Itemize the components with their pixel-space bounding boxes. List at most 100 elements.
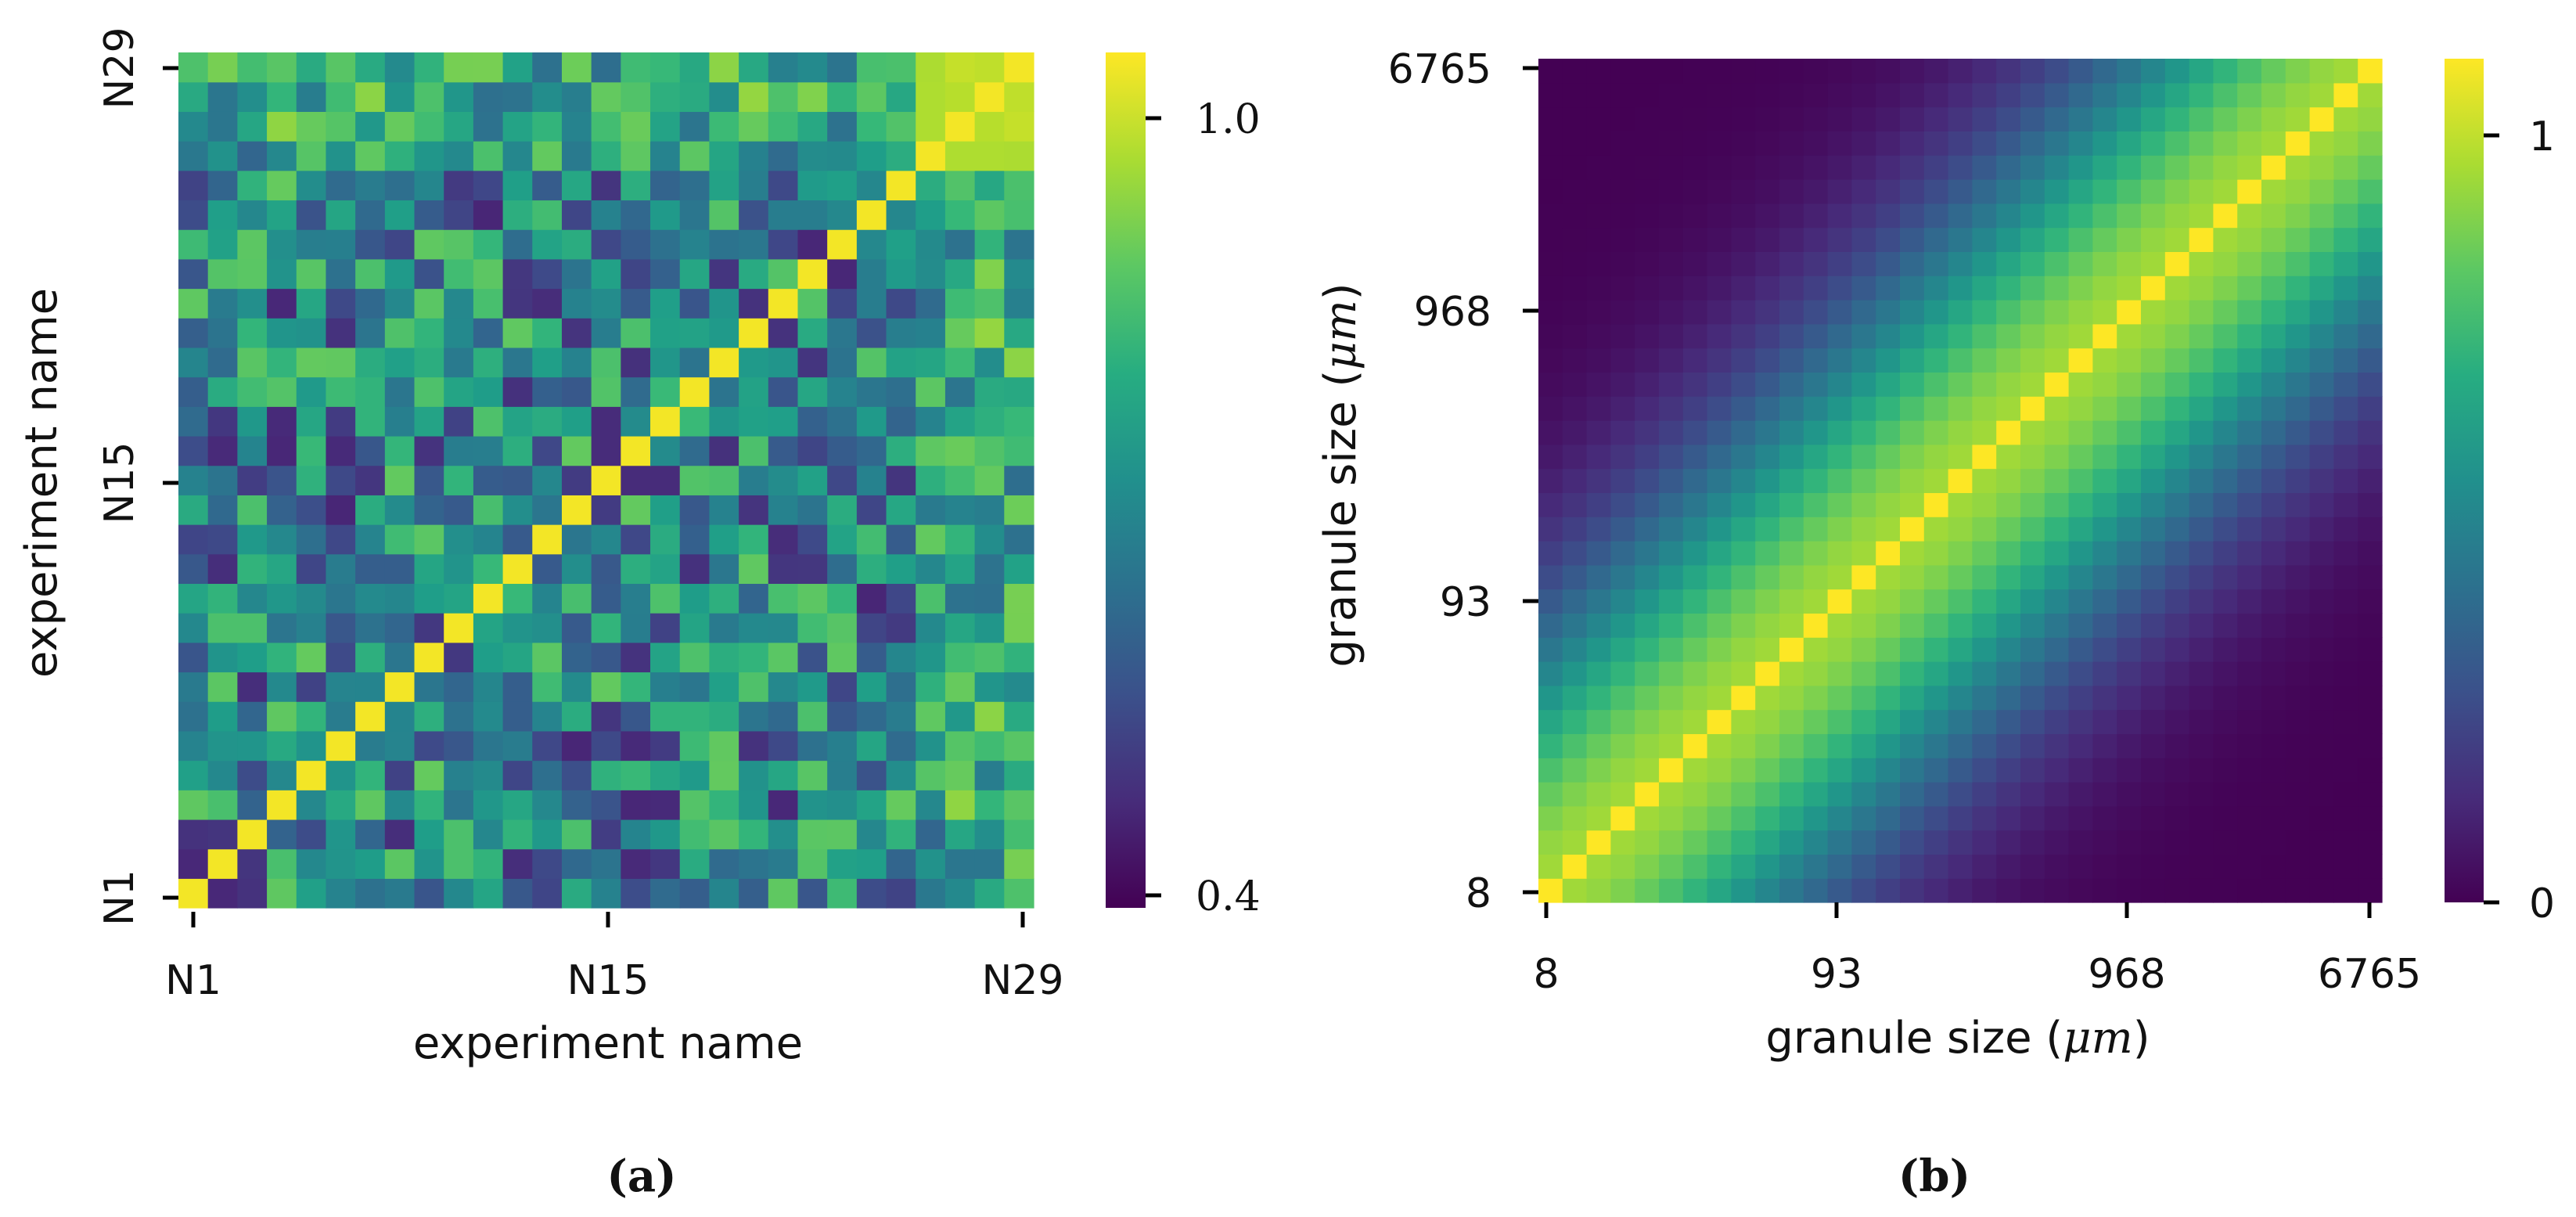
heatmap-a-cell xyxy=(650,111,681,142)
heatmap-b-cell xyxy=(2068,155,2093,180)
heatmap-b-cell xyxy=(1803,517,1829,542)
heatmap-a-cell xyxy=(207,524,238,555)
heatmap-a-cell xyxy=(178,524,209,555)
heatmap-b-cell xyxy=(2189,227,2214,252)
heatmap-b-cell xyxy=(1635,564,1660,590)
heatmap-b-cell xyxy=(2309,782,2334,807)
heatmap-b-cell xyxy=(2237,492,2262,517)
heatmap-a-cell xyxy=(709,465,739,495)
heatmap-b-cell xyxy=(1900,685,1925,711)
heatmap-b-cell xyxy=(2358,131,2383,156)
heatmap-a-cell xyxy=(207,672,238,702)
heatmap-a-cell xyxy=(414,760,444,790)
heatmap-a-cell xyxy=(355,613,386,643)
heatmap-b-cell xyxy=(1996,709,2021,734)
heatmap-b-cell xyxy=(2213,420,2238,445)
heatmap-a-cell xyxy=(444,288,474,319)
heatmap-a-cell xyxy=(561,760,592,790)
heatmap-a-cell xyxy=(621,848,651,879)
heatmap-a-cell xyxy=(384,495,416,525)
heatmap-b-cell xyxy=(1851,420,1876,445)
heatmap-b-cell xyxy=(1972,347,1997,373)
heatmap-a-cell xyxy=(709,642,739,673)
heatmap-a-cell xyxy=(974,229,1005,260)
heatmap-b-cell xyxy=(1923,878,1949,903)
heatmap-a-cell xyxy=(355,229,386,260)
heatmap-a-cell xyxy=(797,701,828,732)
heatmap-a-cell xyxy=(444,701,474,732)
heatmap-b-cell xyxy=(1851,685,1876,711)
heatmap-b-cell xyxy=(2309,275,2334,301)
heatmap-b-cell xyxy=(1948,444,1973,470)
heatmap-b-cell xyxy=(1923,517,1949,542)
heatmap-a-cell xyxy=(916,524,946,555)
heatmap-a-cell xyxy=(709,258,739,290)
heatmap-b-cell xyxy=(1803,444,1829,470)
heatmap-b-cell xyxy=(2164,613,2190,638)
heatmap-a-cell xyxy=(355,790,386,820)
heatmap-a-cell xyxy=(621,672,651,702)
heatmap-a-cell xyxy=(1004,790,1034,820)
heatmap-a-cell xyxy=(532,52,563,83)
heatmap-a-cell xyxy=(267,376,297,407)
panel-b: 8 93 968 6765 8 93 968 6765 granule size… xyxy=(1315,46,2555,1202)
heatmap-a-cell xyxy=(709,583,739,614)
heatmap-b-cell xyxy=(2285,396,2311,421)
heatmap-a-cell xyxy=(679,288,711,319)
heatmap-a-cell xyxy=(355,583,386,614)
panel-a: N1 N15 N29 N1 N15 N29 experiment name ex… xyxy=(16,27,1261,1202)
heatmap-b-cell xyxy=(1900,203,1925,229)
heatmap-b-cell xyxy=(2141,444,2166,470)
heatmap-b-cell xyxy=(2237,613,2262,638)
heatmap-b-cell xyxy=(1562,854,1588,879)
heatmap-b-cell xyxy=(1972,251,1997,276)
heatmap-b-cell xyxy=(2333,227,2358,252)
heatmap-b-cell xyxy=(1682,155,1708,180)
heatmap-b-cell xyxy=(2309,59,2334,84)
heatmap-a-cell xyxy=(561,141,592,171)
heatmap-a-cell xyxy=(178,229,209,260)
heatmap-a-cell xyxy=(532,730,563,762)
heatmap-a-cell xyxy=(267,347,297,378)
heatmap-a-cell xyxy=(974,347,1005,378)
heatmap-b-cell xyxy=(1538,709,1563,734)
heatmap-a-cell xyxy=(326,170,356,201)
heatmap-a-cell xyxy=(1004,435,1034,466)
heatmap-b-cell xyxy=(2309,227,2334,252)
heatmap-a-cell xyxy=(414,672,444,702)
heatmap-b-cell xyxy=(2333,637,2358,662)
heatmap-b-cell xyxy=(1948,275,1973,301)
heatmap-b-cell xyxy=(2333,733,2358,758)
heatmap-a-cell xyxy=(679,613,711,643)
heatmap-a-cell xyxy=(709,878,739,909)
heatmap-b-cell xyxy=(1779,878,1804,903)
heatmap-a-cell xyxy=(886,553,916,585)
heatmap-b-cell xyxy=(1586,203,1611,229)
heatmap-a-cell xyxy=(502,701,533,732)
heatmap-a-cell xyxy=(355,347,386,378)
heatmap-b-cell xyxy=(1900,300,1925,325)
heatmap-b-cell xyxy=(2044,444,2070,470)
heatmap-a-cell xyxy=(414,642,444,673)
heatmap-b-cell xyxy=(1876,82,1901,108)
heatmap-a-cell xyxy=(591,553,621,585)
heatmap-b-cell xyxy=(1827,685,1852,711)
heatmap-b-cell xyxy=(2285,468,2311,493)
heatmap-b-cell xyxy=(1635,59,1660,84)
heatmap-b-cell xyxy=(2117,564,2142,590)
heatmap-a-cell xyxy=(797,406,828,437)
heatmap-b-cell xyxy=(1876,155,1901,180)
heatmap-b-cell xyxy=(2189,517,2214,542)
heatmap-b-cell xyxy=(1876,854,1901,879)
heatmap-a-cell xyxy=(237,613,268,643)
heatmap-a-cell xyxy=(561,288,592,319)
heatmap-b-cell xyxy=(1851,203,1876,229)
heatmap-b-cell xyxy=(1610,372,1635,397)
heatmap-b-cell xyxy=(2068,637,2093,662)
heatmap-b-cell xyxy=(1635,541,1660,566)
heatmap-b-cell xyxy=(2020,854,2045,879)
heatmap-b-cell xyxy=(1682,854,1708,879)
heatmap-b-cell xyxy=(1538,396,1563,421)
heatmap-a-cell xyxy=(974,524,1005,555)
heatmap-b-cell xyxy=(1755,155,1780,180)
